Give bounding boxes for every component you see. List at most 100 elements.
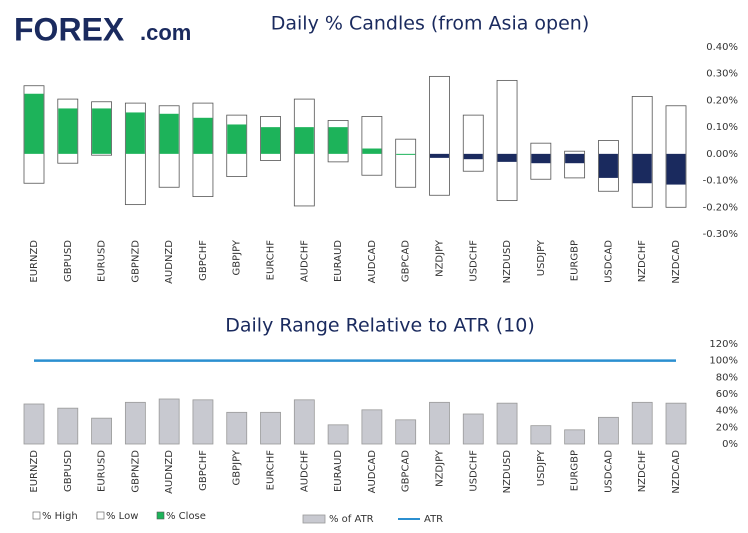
logo-suffix: .com xyxy=(140,20,191,45)
candle-close xyxy=(159,113,179,154)
x-tick-label: USDJPY xyxy=(536,239,547,276)
legend-swatch xyxy=(32,511,41,520)
bar xyxy=(192,399,214,445)
x-tick-label: EURNZD xyxy=(29,240,40,283)
candle-range xyxy=(361,116,383,176)
y-tick-label: 60% xyxy=(716,389,738,400)
candle-range xyxy=(429,75,450,196)
x-tick-label: GBPNZD xyxy=(130,450,141,493)
bar xyxy=(665,402,687,445)
x-tick-label: GBPUSD xyxy=(63,450,74,492)
x-tick-label: USDCAD xyxy=(603,450,614,493)
bar xyxy=(361,409,383,445)
y-tick-label: 0% xyxy=(722,439,738,450)
x-tick-label: NZDCHF xyxy=(637,450,648,493)
y-tick-label: 80% xyxy=(716,372,738,383)
y-tick-label: 0.20% xyxy=(706,95,738,106)
x-tick-label: AUDCAD xyxy=(367,240,378,284)
x-tick-label: GBPJPY xyxy=(232,449,243,485)
candle-range xyxy=(395,138,417,188)
x-tick-label: AUDCHF xyxy=(299,450,310,492)
bar xyxy=(564,429,586,445)
candle-close xyxy=(463,153,483,160)
x-tick-label: USDCHF xyxy=(468,450,479,492)
bar xyxy=(226,411,248,445)
x-tick-label: GBPCHF xyxy=(198,240,209,281)
candle-close xyxy=(328,127,348,154)
candle-close xyxy=(294,127,314,154)
y-tick-label: 40% xyxy=(716,406,738,417)
x-tick-label: EURUSD xyxy=(97,240,108,282)
y-tick-label: -0.10% xyxy=(703,176,738,187)
x-tick-label: AUDNZD xyxy=(164,240,175,284)
bar xyxy=(598,416,619,445)
logo-name: FOREX xyxy=(14,11,125,47)
candle-close xyxy=(531,153,551,164)
x-tick-label: NZDCHF xyxy=(637,240,648,283)
x-tick-label: EURCHF xyxy=(266,240,277,281)
legend-swatch xyxy=(96,511,105,520)
legend-label: % of ATR xyxy=(329,514,374,525)
y-tick-label: -0.30% xyxy=(703,229,738,240)
x-tick-label: GBPNZD xyxy=(130,240,141,283)
x-tick-label: AUDCAD xyxy=(367,450,378,494)
x-tick-label: NZDCAD xyxy=(671,450,682,494)
y-tick-label: 20% xyxy=(716,422,738,433)
bar xyxy=(631,401,653,445)
legend-label: % Close xyxy=(166,511,206,522)
bar xyxy=(429,401,450,445)
candle-range xyxy=(462,114,484,172)
x-tick-label: NZDUSD xyxy=(502,450,513,494)
bar xyxy=(57,407,79,445)
bar xyxy=(158,398,180,445)
x-tick-label: GBPCHF xyxy=(198,450,209,491)
bar xyxy=(260,411,281,445)
x-tick-label: EURNZD xyxy=(29,450,40,493)
candle-range xyxy=(496,79,518,202)
bar xyxy=(23,403,45,445)
x-tick-label: EURGBP xyxy=(570,450,581,491)
bar xyxy=(293,399,315,445)
x-tick-label: GBPUSD xyxy=(63,240,74,282)
legend-swatch xyxy=(156,511,165,520)
x-tick-label: AUDNZD xyxy=(164,450,175,494)
bar xyxy=(124,401,146,445)
bar xyxy=(327,424,349,445)
candle-close xyxy=(632,153,652,184)
candle-close xyxy=(227,124,247,154)
y-tick-label: 0.40% xyxy=(706,42,738,53)
y-tick-label: 0.30% xyxy=(706,69,738,80)
x-tick-label: EURGBP xyxy=(570,240,581,281)
candle-close xyxy=(429,153,449,158)
x-tick-label: NZDUSD xyxy=(502,240,513,284)
x-tick-label: GBPJPY xyxy=(232,239,243,275)
y-tick-label: 120% xyxy=(709,339,738,350)
x-tick-label: NZDJPY xyxy=(434,449,445,487)
x-tick-label: USDJPY xyxy=(536,449,547,486)
candle-close xyxy=(125,112,145,154)
y-tick-label: 0.10% xyxy=(706,122,738,133)
candle-close xyxy=(666,153,686,185)
candle-close xyxy=(565,153,585,164)
x-tick-label: EURUSD xyxy=(97,450,108,492)
bar xyxy=(91,417,112,445)
bar xyxy=(395,419,417,445)
chart-title: Daily Range Relative to ATR (10) xyxy=(225,315,535,337)
legend-swatch xyxy=(302,514,326,524)
legend-label: % Low xyxy=(106,511,138,522)
candle-close xyxy=(598,153,618,178)
x-tick-label: GBPCAD xyxy=(401,240,412,282)
x-tick-label: AUDCHF xyxy=(299,240,310,282)
legend-label: % High xyxy=(42,511,78,522)
x-tick-label: USDCHF xyxy=(468,240,479,282)
x-tick-label: NZDJPY xyxy=(434,239,445,277)
candle-close xyxy=(362,148,382,154)
candle-close xyxy=(58,108,78,154)
candle-range xyxy=(631,96,653,208)
y-tick-label: 100% xyxy=(709,356,738,367)
x-tick-label: USDCAD xyxy=(603,240,614,283)
candle-close xyxy=(261,127,281,154)
candle-close xyxy=(193,117,213,154)
x-tick-label: EURAUD xyxy=(333,450,344,492)
